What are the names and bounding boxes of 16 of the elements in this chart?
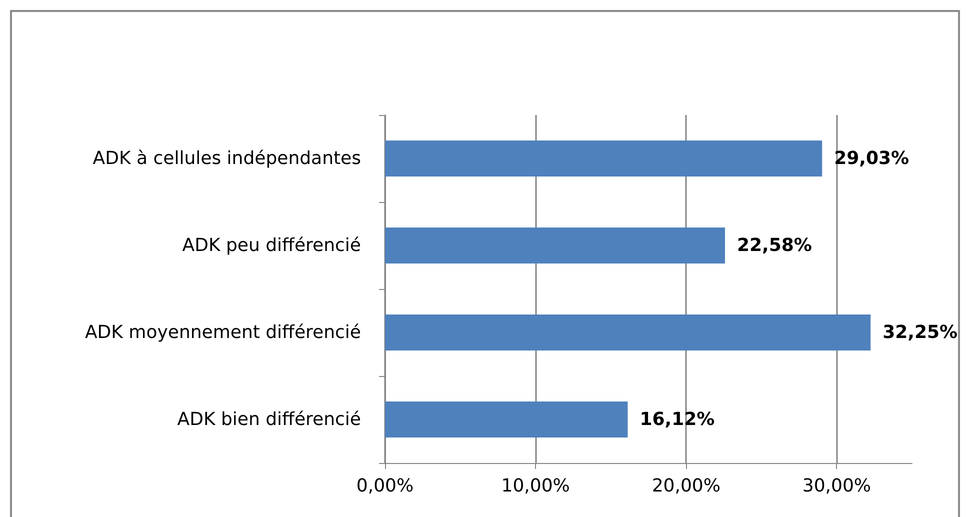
y-tick-label: ADK peu différencié	[182, 235, 361, 256]
data-label: 32,25%	[882, 322, 958, 343]
x-tick-label: 30,00%	[802, 476, 872, 496]
data-label: 29,03%	[834, 148, 910, 169]
y-tick-label: ADK bien différencié	[177, 409, 361, 430]
bar	[385, 140, 822, 176]
y-tick-label: ADK à cellules indépendantes	[92, 148, 361, 169]
bar	[385, 228, 725, 264]
x-tick-label: 10,00%	[501, 476, 570, 496]
bar	[385, 402, 628, 438]
x-tick-label: 0,00%	[356, 476, 414, 496]
data-label: 16,12%	[640, 409, 715, 430]
y-tick-label: ADK moyennement différencié	[84, 322, 361, 343]
data-label: 22,58%	[736, 235, 812, 256]
x-tick-label: 20,00%	[652, 476, 720, 496]
bar	[385, 314, 871, 350]
